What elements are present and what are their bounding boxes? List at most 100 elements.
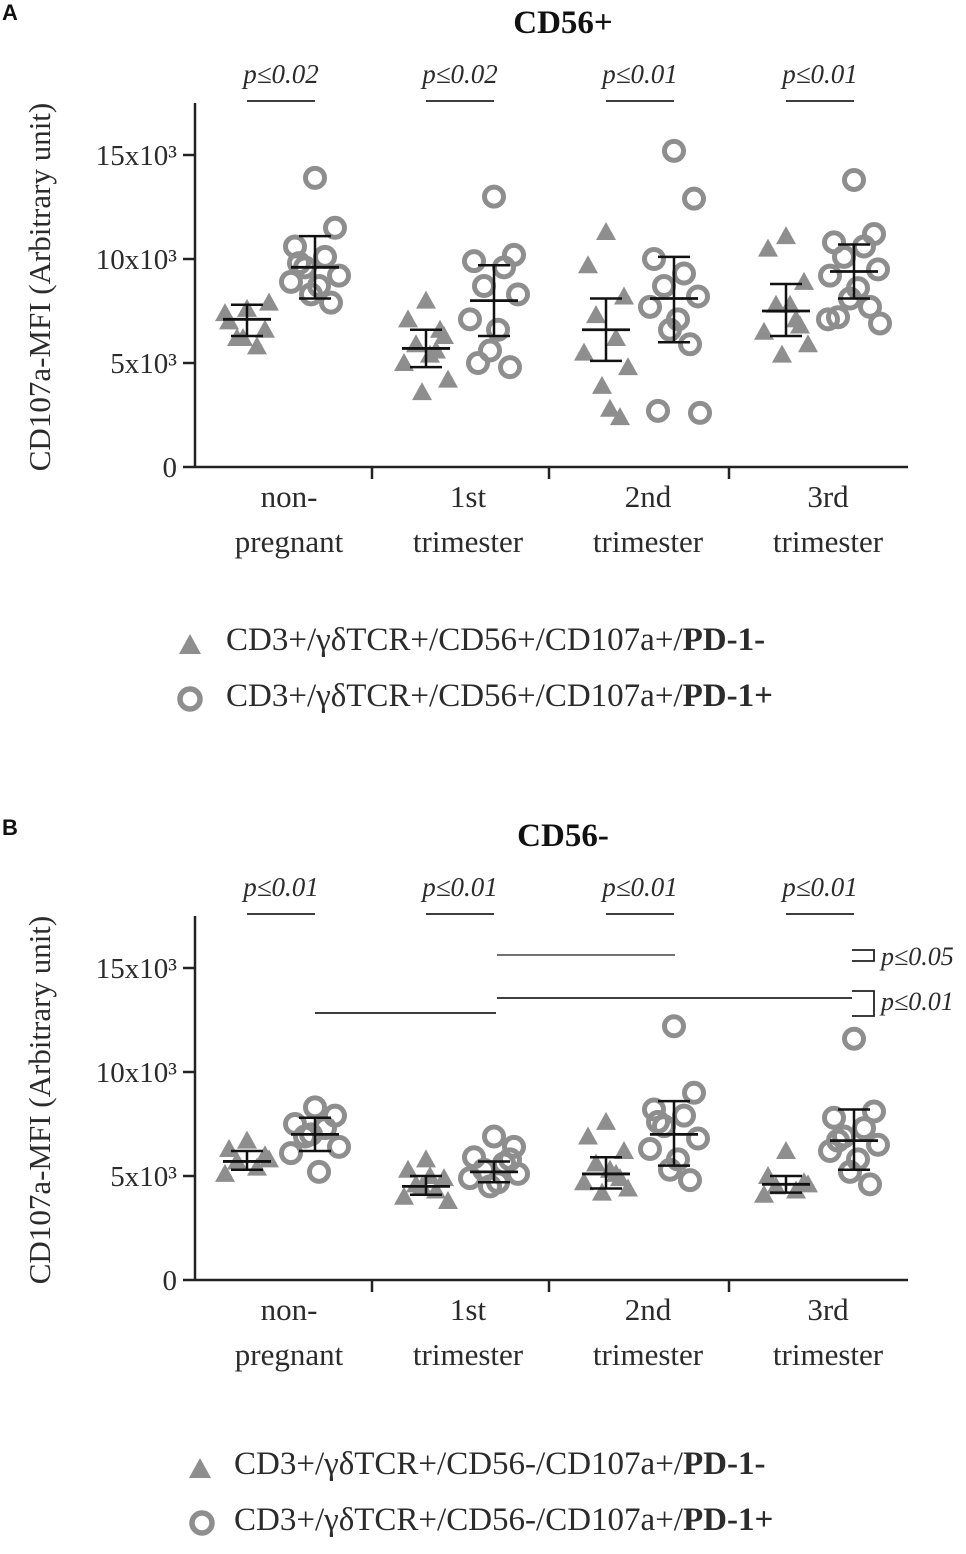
data-point-triangle (394, 353, 414, 371)
y-tick-label: 0 (163, 452, 178, 484)
data-point-circle (482, 1124, 506, 1149)
data-point-circle (482, 184, 506, 209)
legend-text-bold: PD-1- (682, 622, 766, 658)
data-point-circle (682, 186, 706, 211)
data-point-triangle (786, 1180, 806, 1199)
y-axis-label: CD107a-MFI (Arbitrary unit) (22, 916, 57, 1285)
data-point-circle (652, 274, 676, 299)
data-point-triangle (578, 255, 598, 274)
chart-cd56-positive: CD56+ CD107a-MFI (Arbitrary unit) 0 5x10³ 10… (22, 5, 908, 559)
data-point-triangle (215, 303, 235, 322)
data-point-circle (868, 311, 892, 336)
legend-text: CD3+/γδTCR+/CD56+/CD107a+/ (226, 622, 683, 658)
data-point-circle (816, 307, 840, 332)
data-point-circle (472, 274, 496, 299)
data-point-circle (662, 1014, 686, 1039)
x-tick-label: trimester (593, 1337, 704, 1372)
data-point-circle (672, 1103, 696, 1128)
data-point-triangle (438, 369, 458, 388)
x-tick-label: non- (261, 1292, 318, 1327)
p-value-annotation: p≤0.01 (780, 872, 858, 902)
data-point-circle (852, 1116, 876, 1141)
data-point-triangle (219, 1138, 239, 1157)
data-point-circle (478, 338, 502, 363)
data-point-triangle (794, 271, 814, 290)
data-point-triangle (790, 315, 810, 334)
legend-text: CD3+/γδTCR+/CD56-/CD107a+/ (234, 1446, 683, 1482)
data-point-triangle (776, 1141, 796, 1160)
data-point-triangle (586, 305, 606, 324)
x-tick-label: trimester (773, 524, 884, 559)
data-point-triangle (610, 1168, 630, 1187)
data-point-triangle (766, 294, 786, 313)
data-point-circle (818, 263, 842, 288)
comparison-bracket (852, 949, 875, 962)
data-point-circle (279, 269, 303, 294)
data-point-circle (323, 215, 347, 240)
chart-title: CD56- (517, 818, 609, 854)
data-point-circle (678, 1168, 702, 1193)
data-point-circle (682, 1080, 706, 1105)
data-point-circle (646, 1109, 670, 1134)
data-point-circle (458, 1166, 482, 1191)
y-tick-label: 0 (163, 1265, 178, 1297)
p-value-annotation: p≤0.01 (600, 872, 678, 902)
data-point-circle (299, 282, 323, 307)
data-point-triangle (578, 1126, 598, 1145)
data-point-triangle (255, 319, 275, 338)
p-value-annotation: p≤0.02 (241, 59, 319, 89)
data-point-circle (838, 1159, 862, 1184)
x-tick-label: 1st (450, 1292, 487, 1327)
x-tick-label: pregnant (235, 524, 344, 559)
data-point-triangle (618, 357, 638, 376)
y-tick-label: 10x10³ (96, 244, 178, 276)
data-point-triangle (614, 286, 634, 305)
data-point-circle (866, 257, 890, 282)
data-point-circle (822, 1105, 846, 1130)
x-tick-label: trimester (773, 1337, 884, 1372)
data-point-triangle (586, 1153, 606, 1172)
data-point-circle (502, 1134, 526, 1159)
data-point-circle (498, 1147, 522, 1172)
panel-a: A CD56+ CD107a-MFI (Arbitrary unit) 0 5x10³… (0, 0, 966, 769)
data-point-triangle (754, 321, 774, 340)
p-value-annotation: p≤0.01 (420, 872, 498, 902)
x-tick-label: 3rd (807, 479, 849, 514)
p-value-annotation: p≤0.02 (420, 59, 498, 89)
data-point-circle (327, 1134, 351, 1159)
circle-marker-icon (189, 1510, 215, 1536)
data-point-triangle (394, 1186, 414, 1205)
data-point-triangle (596, 1111, 616, 1130)
x-tick-label: non- (261, 479, 318, 514)
data-point-triangle (574, 342, 594, 361)
data-point-triangle (606, 328, 626, 347)
p-value-annotation: p≤0.05 (879, 942, 954, 971)
data-point-circle (287, 251, 311, 276)
data-point-triangle (434, 1168, 454, 1187)
data-point-circle (466, 351, 490, 375)
x-tick-label: trimester (413, 524, 524, 559)
data-point-triangle (592, 1182, 612, 1201)
triangle-marker-icon (189, 1458, 211, 1478)
data-point-circle (658, 317, 682, 342)
x-tick-label: trimester (413, 1337, 524, 1372)
p-value-annotation: p≤0.01 (241, 872, 319, 902)
data-point-triangle (412, 382, 432, 401)
data-point-circle (303, 1095, 327, 1120)
data-point-triangle (215, 1163, 235, 1182)
data-point-circle (319, 290, 343, 315)
data-point-triangle (398, 1159, 418, 1178)
data-point-triangle (754, 1184, 774, 1203)
data-point-circle (458, 307, 482, 332)
data-point-triangle (438, 1190, 458, 1209)
data-point-circle (826, 305, 850, 330)
data-point-circle (642, 1097, 666, 1122)
p-value-annotation: p≤0.01 (780, 59, 858, 89)
data-point-triangle (798, 334, 818, 353)
legend-text: CD3+/γδTCR+/CD56+/CD107a+/ (226, 678, 683, 714)
data-point-circle (327, 263, 351, 288)
data-point-triangle (772, 344, 792, 363)
data-point-circle (638, 1136, 662, 1161)
data-point-triangle (574, 1172, 594, 1191)
panel-label: A (2, 0, 18, 25)
